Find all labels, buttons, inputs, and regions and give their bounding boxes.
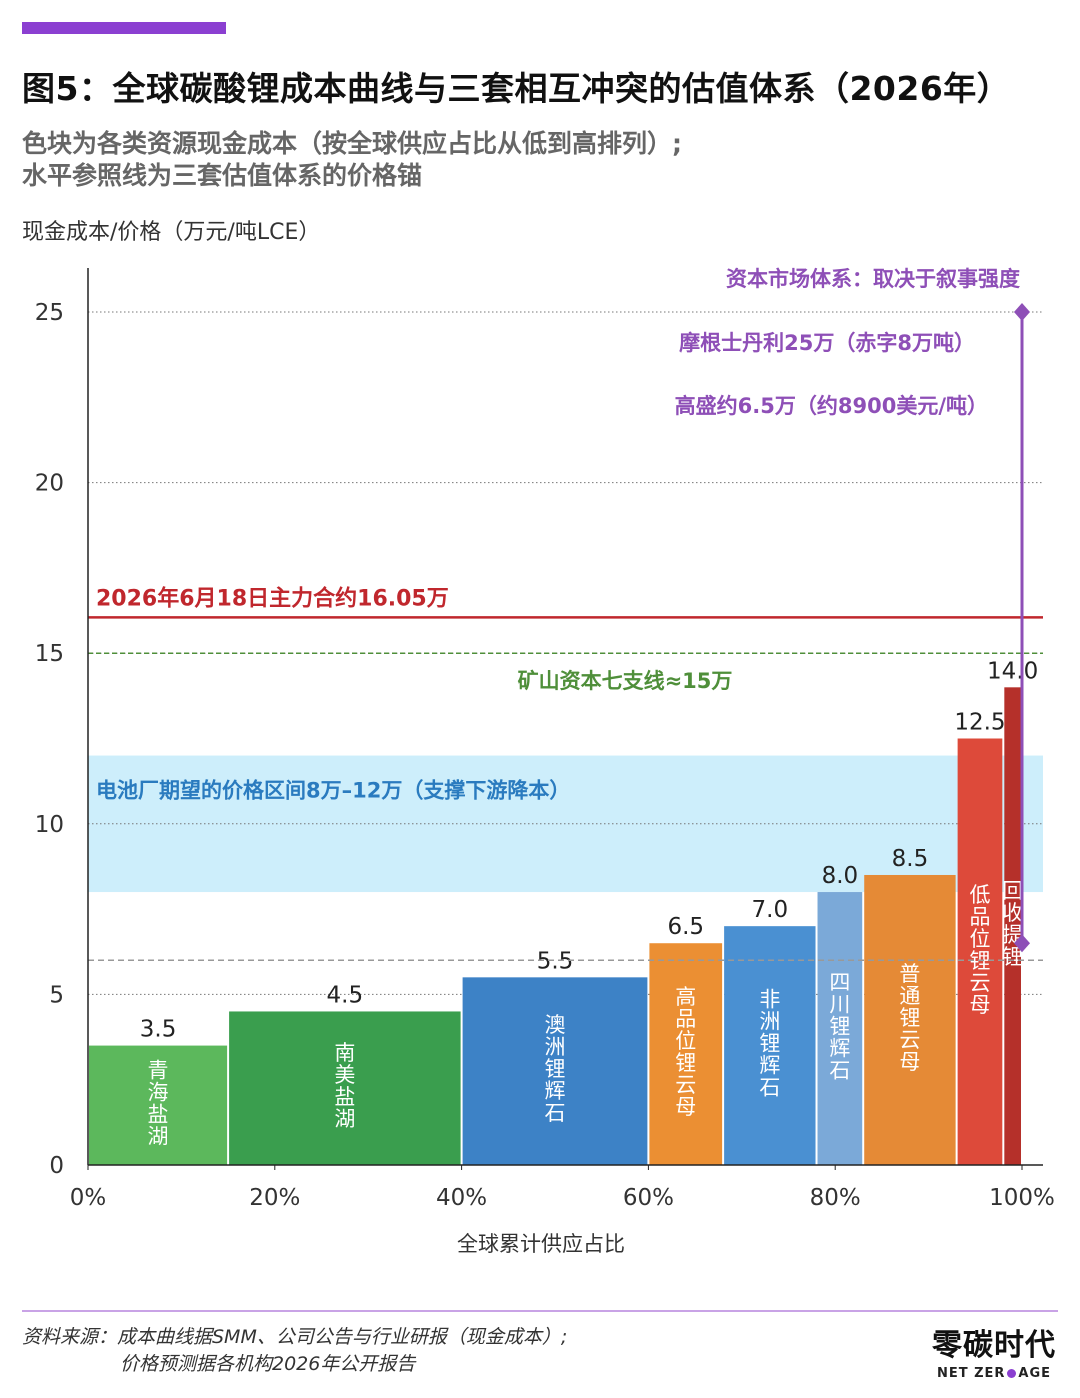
logo-sub-text: NET ZER AGE bbox=[932, 1366, 1056, 1381]
subtitle-line-2: 水平参照线为三套估值体系的价格锚 bbox=[22, 161, 423, 190]
bar-category-label-5: 四川锂辉石 bbox=[829, 971, 850, 1083]
capital-market-title: 资本市场体系：取决于叙事强度 bbox=[726, 267, 1020, 291]
capital-market-marker-top bbox=[1014, 303, 1030, 321]
morgan-stanley-annotation: 摩根士丹利25万（赤字8万吨） bbox=[679, 331, 975, 355]
y-tick-label-25: 25 bbox=[35, 300, 64, 326]
bar-category-label-3: 高品位锂云母 bbox=[675, 985, 696, 1119]
source-line-2: 价格预测据各机构2026年公开报告 bbox=[120, 1353, 416, 1375]
logo-dot-icon bbox=[1007, 1369, 1017, 1378]
bar-category-label-7: 低品位锂云母 bbox=[969, 883, 990, 1017]
bar-value-label-7: 12.5 bbox=[954, 710, 1005, 736]
bar-3 bbox=[649, 943, 723, 1165]
bar-6 bbox=[864, 874, 956, 1165]
bar-value-label-3: 6.5 bbox=[667, 914, 704, 940]
bar-4 bbox=[724, 926, 816, 1165]
brand-logo: 零碳时代 NET ZER AGE bbox=[932, 1320, 1056, 1381]
bar-7 bbox=[957, 738, 1003, 1165]
bar-category-label-2: 澳洲锂辉石 bbox=[545, 1013, 566, 1125]
bar-value-label-8: 14.0 bbox=[987, 658, 1038, 684]
bar-value-label-0: 3.5 bbox=[140, 1017, 177, 1043]
source-line-1: 资料来源：成本曲线据SMM、公司公告与行业研报（现金成本）; bbox=[22, 1326, 568, 1348]
mine-capital-line-label: 矿山资本七支线≈15万 bbox=[518, 669, 733, 693]
bar-value-label-1: 4.5 bbox=[327, 982, 364, 1008]
goldman-annotation: 高盛约6.5万（约8900美元/吨） bbox=[675, 394, 988, 418]
x-tick-label-0: 0% bbox=[70, 1185, 107, 1211]
bar-category-label-4: 非洲锂辉石 bbox=[759, 988, 780, 1100]
x-tick-label-4: 80% bbox=[810, 1185, 861, 1211]
bar-2 bbox=[462, 977, 648, 1165]
y-tick-label-5: 5 bbox=[49, 982, 64, 1008]
bar-1 bbox=[229, 1011, 461, 1165]
y-tick-label-0: 0 bbox=[49, 1153, 64, 1179]
page-title: 图5：全球碳酸锂成本曲线与三套相互冲突的估值体系（2026年） bbox=[22, 69, 1011, 108]
bar-5 bbox=[817, 892, 863, 1165]
x-tick-label-1: 20% bbox=[249, 1185, 300, 1211]
y-axis-title: 现金成本/价格（万元/吨LCE） bbox=[22, 220, 321, 245]
cost-curve-chart: 3.5 青海盐湖 4.5 南美盐湖 5.5 澳洲锂辉石 6.5 高品位锂云母 7.0 非洲锂辉石 8… bbox=[35, 267, 1055, 1256]
bar-category-label-6: 普通锂云母 bbox=[899, 962, 920, 1074]
bar-category-label-1: 南美盐湖 bbox=[334, 1041, 355, 1131]
x-tick-label-3: 60% bbox=[623, 1185, 674, 1211]
x-tick-label-5: 100% bbox=[989, 1185, 1055, 1211]
footer-divider bbox=[22, 1310, 1058, 1312]
logo-sub-right: AGE bbox=[1018, 1366, 1052, 1381]
capital-market-marker-bottom bbox=[1014, 934, 1030, 953]
bar-category-label-0: 青海盐湖 bbox=[148, 1058, 169, 1148]
price-band-label: 电池厂期望的价格区间8万–12万（支撑下游降本） bbox=[96, 779, 570, 803]
bar-value-label-5: 8.0 bbox=[822, 863, 859, 889]
bar-value-label-2: 5.5 bbox=[537, 948, 574, 974]
futures-line-label: 2026年6月18日主力合约16.05万 bbox=[96, 585, 449, 611]
logo-main-text: 零碳时代 bbox=[932, 1328, 1056, 1363]
y-tick-label-10: 10 bbox=[35, 812, 64, 838]
subtitle-line-1: 色块为各类资源现金成本（按全球供应占比从低到高排列）; bbox=[22, 129, 682, 158]
source-note: 资料来源：成本曲线据SMM、公司公告与行业研报（现金成本）; 价格预测据各机构2… bbox=[22, 1324, 567, 1378]
x-tick-label-2: 40% bbox=[436, 1185, 487, 1211]
y-tick-label-20: 20 bbox=[35, 471, 64, 497]
y-tick-label-15: 15 bbox=[35, 641, 64, 667]
accent-bar bbox=[22, 22, 226, 34]
bar-value-label-4: 7.0 bbox=[752, 897, 789, 923]
x-axis-title: 全球累计供应占比 bbox=[457, 1232, 625, 1256]
bar-category-label-8: 回收提锂 bbox=[1002, 879, 1023, 969]
subtitle: 色块为各类资源现金成本（按全球供应占比从低到高排列）; 水平参照线为三套估值体系… bbox=[22, 128, 682, 192]
bar-0 bbox=[89, 1045, 228, 1165]
bar-value-label-6: 8.5 bbox=[892, 846, 929, 872]
bar-8 bbox=[1004, 687, 1021, 1165]
logo-sub-left: NET ZER bbox=[936, 1366, 1006, 1381]
